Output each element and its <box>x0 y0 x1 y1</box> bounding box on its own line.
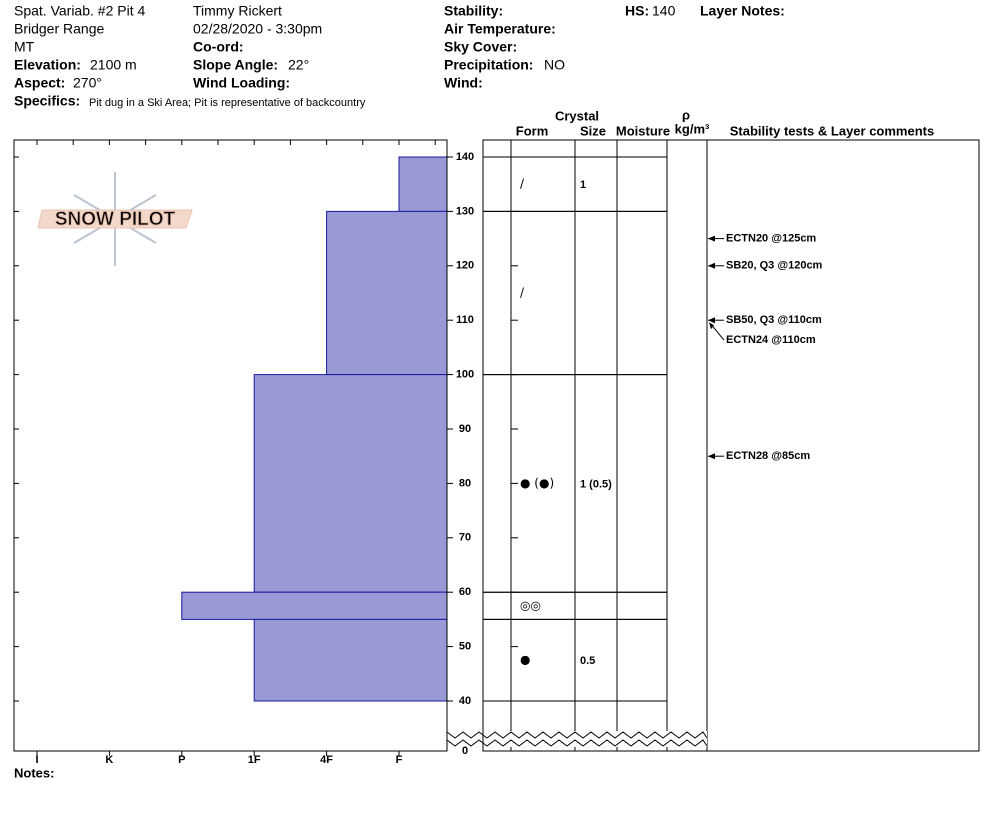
hardness-bar <box>398 156 448 212</box>
layer-frame <box>482 139 980 752</box>
y-tick-label: 100 <box>456 369 474 381</box>
precip-label: Precipitation: <box>444 57 533 73</box>
x-tick-label: 1F <box>248 754 261 766</box>
x-tick-label: 4F <box>320 754 333 766</box>
layer-notes-label: Layer Notes: <box>700 3 785 19</box>
column-header: Stability tests & Layer comments <box>730 123 934 138</box>
test-leader <box>710 323 725 341</box>
column-header: Crystal <box>555 108 599 123</box>
column-header: kg/m³ <box>675 121 710 136</box>
specifics: Pit dug in a Ski Area; Pit is representa… <box>89 97 366 109</box>
y-tick-label: 50 <box>459 641 471 653</box>
test-arrow <box>708 262 715 269</box>
state: MT <box>14 39 35 55</box>
wind-label: Wind: <box>444 75 483 91</box>
elevation: 2100 m <box>90 57 137 73</box>
specifics-label: Specifics: <box>14 93 80 109</box>
column-header: Moisture <box>616 123 670 138</box>
hs: 140 <box>652 3 676 19</box>
grain-form: / <box>520 286 525 300</box>
y-tick-label: 60 <box>459 586 471 598</box>
test-arrow <box>708 235 715 242</box>
y-tick-label: 0 <box>462 745 468 757</box>
stability-test: ECTN24 @110cm <box>726 334 816 346</box>
y-tick-label: 80 <box>459 477 471 489</box>
stability-label: Stability: <box>444 3 503 19</box>
header: Spat. Variab. #2 Pit 4 Bridger Range MT … <box>14 3 785 109</box>
hardness-bar <box>326 210 448 376</box>
axis-break <box>446 731 708 739</box>
grain-size: 1 (0.5) <box>580 478 612 490</box>
test-arrow <box>708 317 715 324</box>
hardness-bar <box>253 374 448 593</box>
x-tick-label: F <box>396 754 403 766</box>
y-tick-label: 130 <box>456 205 474 217</box>
range: Bridger Range <box>14 21 104 37</box>
x-tick-label: K <box>105 754 113 766</box>
observer: Timmy Rickert <box>193 3 282 19</box>
stability-test: ECTN28 @85cm <box>726 450 810 462</box>
grain-size: 1 <box>580 179 586 191</box>
datetime: 02/28/2020 - 3:30pm <box>193 21 322 37</box>
axis-break <box>446 739 708 747</box>
air-temp-label: Air Temperature: <box>444 21 556 37</box>
hardness-bar <box>253 618 448 702</box>
x-tick-label: P <box>178 754 185 766</box>
stability-test: SB50, Q3 @110cm <box>726 314 822 326</box>
column-header: ρ <box>682 107 690 122</box>
aspect-label: Aspect: <box>14 75 65 91</box>
stability-test: SB20, Q3 @120cm <box>726 260 823 272</box>
y-tick-label: 120 <box>456 260 474 272</box>
stability-test: ECTN20 @125cm <box>726 233 816 245</box>
slope-label: Slope Angle: <box>193 57 278 73</box>
aspect: 270° <box>73 75 102 91</box>
sky-label: Sky Cover: <box>444 39 517 55</box>
grain-form: ◎◎ <box>520 598 541 612</box>
test-arrow <box>709 322 714 330</box>
grain-size: 0.5 <box>580 655 595 667</box>
elevation-label: Elevation: <box>14 57 81 73</box>
hs-label: HS: <box>625 3 649 19</box>
logo-text: SNOW PILOT <box>55 209 176 230</box>
column-header: Size <box>580 123 606 138</box>
y-tick-label: 140 <box>456 151 474 163</box>
wind-loading-label: Wind Loading: <box>193 75 290 91</box>
y-tick-label: 40 <box>459 695 471 707</box>
notes-label: Notes: <box>14 765 54 780</box>
hardness-frame <box>13 139 448 752</box>
grain-form: ● (●) <box>520 476 554 490</box>
slope: 22° <box>288 57 309 73</box>
hardness-bar <box>181 591 448 620</box>
pit-name: Spat. Variab. #2 Pit 4 <box>14 3 145 19</box>
coord-label: Co-ord: <box>193 39 244 55</box>
column-header: Form <box>516 123 549 138</box>
x-tick-label: I <box>35 754 38 766</box>
y-tick-label: 110 <box>456 314 474 326</box>
grain-form: ● <box>520 653 530 667</box>
test-arrow <box>708 453 715 460</box>
y-tick-label: 70 <box>459 532 471 544</box>
grain-form: / <box>520 177 525 191</box>
precip: NO <box>544 57 565 73</box>
logo: SNOW PILOT <box>37 172 193 266</box>
y-tick-label: 90 <box>459 423 471 435</box>
profile: I K P 1F 4F F 0 40 50 60 70 80 90 100 110 120 130 140 / 1 / ●… <box>13 107 980 766</box>
